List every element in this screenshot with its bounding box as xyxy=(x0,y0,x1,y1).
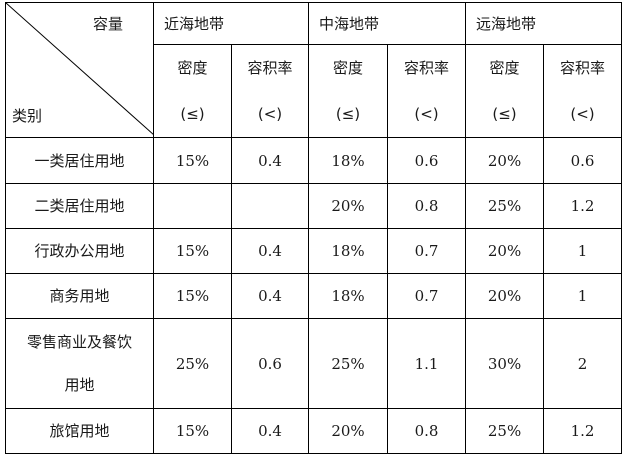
cell-value xyxy=(230,183,310,229)
cell-value: 0.8 xyxy=(387,408,467,454)
corner-label-capacity: 容量 xyxy=(92,15,123,33)
cell-value: 20% xyxy=(308,183,389,229)
corner-label-category: 类别 xyxy=(12,107,43,125)
cell-value: 1.1 xyxy=(387,318,467,409)
sub-header-name: 密度 xyxy=(333,59,364,77)
row-category-line: 零售商业及餐饮 xyxy=(26,332,132,351)
cell-value xyxy=(153,183,232,229)
row-category: 商务用地 xyxy=(5,273,154,319)
cell-value: 1.2 xyxy=(543,408,623,454)
cell-value: 0.8 xyxy=(387,183,467,229)
cell-value: 0.4 xyxy=(230,228,310,274)
sub-header-row: 密度 (≤) 容积率 (<) 密度 (≤) 容积率 (<) 密度 (≤) 容积率 (<) xyxy=(6,44,623,138)
zoning-table: 容量 类别 近海地带 中海地带 远海地带 密度 (≤) 容积率 (<) 密度 (≤) … xyxy=(5,2,623,454)
sub-header-name: 密度 xyxy=(177,59,208,77)
cell-value: 15% xyxy=(153,408,232,454)
cell-value: 25% xyxy=(465,408,545,454)
row-category: 旅馆用地 xyxy=(5,408,154,454)
table-row: 旅馆用地 15% 0.4 20% 0.8 25% 1.2 xyxy=(5,408,623,454)
corner-diagonal-line xyxy=(6,3,154,135)
sub-header-far-ratio: 容积率 (<) xyxy=(387,44,467,138)
cell-value: 0.6 xyxy=(230,318,310,409)
cell-value: 20% xyxy=(308,408,389,454)
sub-header-unit: (≤) xyxy=(335,105,361,123)
table-row: 二类居住用地 20% 0.8 25% 1.2 xyxy=(5,183,623,229)
row-category: 零售商业及餐饮 用地 xyxy=(5,318,154,409)
sub-header-name: 容积率 xyxy=(560,59,606,77)
cell-value: 1 xyxy=(543,228,623,274)
sub-header-unit: (<) xyxy=(570,105,595,123)
row-category: 二类居住用地 xyxy=(5,183,154,229)
sub-header-name: 密度 xyxy=(489,59,520,77)
zone-header-far: 远海地带 xyxy=(465,2,623,45)
cell-value: 18% xyxy=(308,273,389,319)
row-category-line: 用地 xyxy=(64,375,95,394)
row-category: 一类居住用地 xyxy=(5,137,154,184)
cell-value: 0.4 xyxy=(230,273,310,319)
table-row: 一类居住用地 15% 0.4 18% 0.6 20% 0.6 xyxy=(5,137,623,184)
cell-value: 0.7 xyxy=(387,273,467,319)
cell-value: 0.4 xyxy=(230,408,310,454)
cell-value: 25% xyxy=(308,318,389,409)
cell-value: 20% xyxy=(465,273,545,319)
cell-value: 20% xyxy=(465,137,545,184)
table-row: 行政办公用地 15% 0.4 18% 0.7 20% 1 xyxy=(5,228,623,274)
table-row: 商务用地 15% 0.4 18% 0.7 20% 1 xyxy=(5,273,623,319)
cell-value: 18% xyxy=(308,228,389,274)
sub-header-density: 密度 (≤) xyxy=(465,44,545,138)
cell-value: 25% xyxy=(153,318,232,409)
sub-header-name: 容积率 xyxy=(404,59,450,77)
sub-header-name: 容积率 xyxy=(247,59,293,77)
zoning-table-container: 容量 类别 近海地带 中海地带 远海地带 密度 (≤) 容积率 (<) 密度 (≤) … xyxy=(5,2,623,454)
cell-value: 15% xyxy=(153,273,232,319)
sub-header-unit: (<) xyxy=(257,105,283,123)
sub-header-unit: (≤) xyxy=(180,105,205,123)
sub-header-density: 密度 (≤) xyxy=(153,44,232,138)
table-row: 零售商业及餐饮 用地 25% 0.6 25% 1.1 30% 2 xyxy=(5,318,623,409)
cell-value: 0.7 xyxy=(387,228,467,274)
cell-value: 0.6 xyxy=(387,137,467,184)
cell-value: 15% xyxy=(153,228,232,274)
cell-value: 1 xyxy=(543,273,623,319)
row-category: 行政办公用地 xyxy=(5,228,154,274)
cell-value: 1.2 xyxy=(543,183,623,229)
sub-header-unit: (<) xyxy=(414,105,439,123)
zone-header-row: 容量 类别 近海地带 中海地带 远海地带 xyxy=(5,2,623,138)
cell-value: 18% xyxy=(308,137,389,184)
cell-value: 15% xyxy=(153,137,232,184)
cell-value: 0.6 xyxy=(543,137,623,184)
cell-value: 0.4 xyxy=(230,137,310,184)
sub-header-density: 密度 (≤) xyxy=(308,44,389,138)
corner-header-cell: 容量 类别 xyxy=(5,2,154,138)
sub-header-far-ratio: 容积率 (<) xyxy=(230,44,310,138)
sub-header-far-ratio: 容积率 (<) xyxy=(543,44,623,138)
cell-value: 20% xyxy=(465,228,545,274)
cell-value: 30% xyxy=(465,318,545,409)
cell-value: 2 xyxy=(543,318,623,409)
zone-header-near: 近海地带 xyxy=(152,2,310,45)
cell-value: 25% xyxy=(465,183,545,229)
sub-header-unit: (≤) xyxy=(492,105,517,123)
zone-header-middle: 中海地带 xyxy=(308,2,467,45)
